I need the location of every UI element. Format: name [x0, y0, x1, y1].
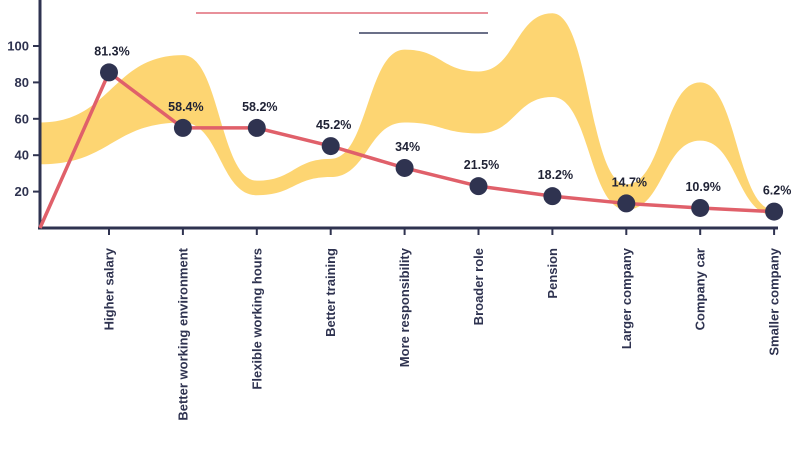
y-tick-label: 20 — [15, 184, 29, 199]
data-point — [691, 198, 710, 217]
data-point — [617, 194, 636, 213]
y-tick-label: 60 — [15, 111, 29, 126]
y-axis-ticks: 20 40 60 80 100 — [7, 39, 40, 199]
data-point — [469, 177, 488, 196]
data-points — [100, 63, 784, 221]
data-point — [100, 63, 118, 82]
confidence-band — [40, 13, 775, 216]
y-tick-label: 80 — [15, 75, 29, 90]
data-point — [765, 202, 784, 221]
data-label: 81.3% — [94, 44, 129, 58]
x-tick-label: Company car — [693, 248, 708, 330]
x-tick-label: Broader role — [471, 248, 486, 325]
x-tick-label: Higher salary — [102, 247, 117, 330]
x-tick-label: Pension — [545, 248, 560, 299]
data-label: 34% — [395, 140, 420, 154]
data-labels: 81.3% 58.4% 58.2% 45.2% 34% 21.5% 18.2% 14.7% 10… — [94, 44, 791, 197]
legend — [196, 12, 488, 34]
data-label: 45.2% — [316, 118, 351, 132]
x-tick-label: Better working environment — [175, 247, 190, 420]
data-label: 14.7% — [612, 175, 647, 189]
x-tick-label: Smaller company — [767, 247, 782, 355]
data-label: 21.5% — [464, 158, 499, 172]
data-label: 6.2% — [763, 184, 792, 198]
x-tick-label: Better training — [323, 248, 338, 337]
data-point — [321, 137, 340, 156]
data-label: 58.4% — [168, 100, 203, 114]
x-tick-label: More responsibility — [397, 247, 412, 367]
data-point — [395, 158, 414, 177]
data-label: 58.2% — [242, 100, 277, 114]
data-point — [543, 187, 562, 206]
x-axis-ticks: Higher salary Better working environment F… — [102, 228, 782, 421]
data-label: 18.2% — [538, 168, 573, 182]
y-tick-label: 40 — [15, 148, 29, 163]
x-tick-label: Flexible working hours — [249, 248, 264, 390]
y-tick-label: 100 — [7, 39, 29, 54]
data-label: 10.9% — [685, 180, 720, 194]
x-tick-label: Larger company — [619, 247, 634, 349]
band-area — [40, 13, 775, 216]
data-point — [173, 118, 192, 137]
data-point — [247, 118, 266, 137]
